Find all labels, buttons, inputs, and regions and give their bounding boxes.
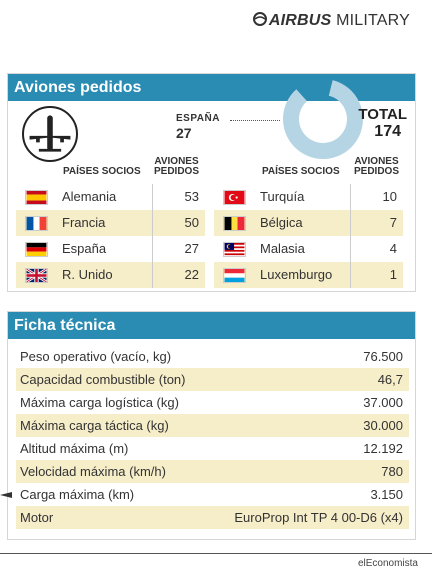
column-divider [152, 236, 153, 262]
spec-label: Velocidad máxima (km/h) [20, 464, 166, 479]
spec-row: Capacidad combustible (ton) 46,7 [16, 368, 409, 391]
source-credit: elEconomista [357, 558, 418, 569]
table-row: Alemania 53 [16, 184, 205, 210]
spain-value: 27 [176, 125, 192, 141]
spec-label: Máxima carga táctica (kg) [20, 418, 169, 433]
orders-value: 27 [184, 241, 199, 256]
specs-panel: Ficha técnica Peso operativo (vacío, kg)… [7, 311, 416, 540]
orders-donut-chart [283, 79, 363, 159]
col-header-orders-left: AVIONES PEDIDOS [154, 157, 199, 177]
total-value: 174 [374, 123, 401, 140]
column-divider [350, 184, 351, 210]
spec-row: Velocidad máxima (km/h) 780 [16, 460, 409, 483]
country-name: Francia [62, 215, 106, 230]
spec-row: Carga máxima (km) 3.150 [16, 483, 409, 506]
airbus-logo-icon [252, 12, 267, 26]
aircraft-icon [22, 106, 78, 162]
orders-value: 7 [389, 215, 397, 230]
column-divider [152, 184, 153, 210]
spec-row: Peso operativo (vacío, kg) 76.500 [16, 345, 409, 368]
column-divider [350, 236, 351, 262]
country-name: Alemania [62, 189, 117, 204]
spec-label: Altitud máxima (m) [20, 441, 129, 456]
uk-flag-icon [25, 268, 48, 283]
malaysia-flag-icon [223, 242, 246, 257]
table-row: España 27 [16, 236, 205, 262]
spec-value: 76.500 [363, 349, 403, 364]
spec-row: Máxima carga logística (kg) 37.000 [16, 391, 409, 414]
spain-flag-icon [25, 190, 48, 205]
spec-label: Motor [20, 510, 54, 525]
spec-value: 780 [381, 464, 403, 479]
column-divider [152, 210, 153, 236]
luxembourg-flag-icon [223, 268, 246, 283]
spec-label: Máxima carga logística (kg) [20, 395, 179, 410]
spec-value: EuroProp Int TP 4 00-D6 (x4) [234, 510, 403, 525]
col-header-country-left: PAÍSES SOCIOS [63, 166, 141, 177]
country-name: Malasia [260, 241, 305, 256]
col-header-orders-left-line1: AVIONES [154, 156, 199, 167]
spec-value: 3.150 [370, 487, 403, 502]
leader-line [230, 120, 280, 121]
col-header-orders-right-line2: PEDIDOS [354, 166, 400, 177]
column-divider [350, 262, 351, 288]
country-name: Turquía [260, 189, 305, 204]
spec-value: 12.192 [363, 441, 403, 456]
table-row: Malasia 4 [214, 236, 403, 262]
airbus-military-logo: AIRBUS MILITARY [252, 12, 410, 30]
spec-value: 46,7 [377, 372, 403, 387]
column-divider [152, 262, 153, 288]
country-name: Bélgica [260, 215, 303, 230]
donut-slice-rest [283, 80, 363, 159]
spec-label: Carga máxima (km) [20, 487, 135, 502]
spec-value: 30.000 [363, 418, 403, 433]
spec-row: Máxima carga táctica (kg) 30.000 [16, 414, 409, 437]
turkey-flag-icon [223, 190, 246, 205]
logo-bold: AIRBUS [268, 12, 332, 29]
specs-title: Ficha técnica [8, 312, 415, 339]
country-name: Luxemburgo [260, 267, 333, 282]
orders-value: 1 [389, 267, 397, 282]
arrow-icon [0, 492, 12, 498]
col-header-orders-right-line1: AVIONES [354, 156, 399, 167]
orders-panel: Aviones pedidos ESPAÑA 27 TOTAL 174 PAÍS… [7, 73, 416, 292]
table-row: Turquía 10 [214, 184, 403, 210]
orders-value: 22 [184, 267, 199, 282]
spec-value: 37.000 [363, 395, 403, 410]
orders-value: 4 [389, 241, 397, 256]
country-name: España [62, 241, 107, 256]
table-row: Luxemburgo 1 [214, 262, 403, 288]
table-row: R. Unido 22 [16, 262, 205, 288]
bottom-divider [0, 553, 432, 554]
column-divider [350, 210, 351, 236]
france-flag-icon [25, 216, 48, 231]
total-label: TOTAL [358, 106, 407, 123]
spec-row: Altitud máxima (m) 12.192 [16, 437, 409, 460]
logo-rest: MILITARY [331, 12, 410, 29]
col-header-country-right: PAÍSES SOCIOS [262, 166, 340, 177]
spec-row: Motor EuroProp Int TP 4 00-D6 (x4) [16, 506, 409, 529]
donut-slice-spain [296, 79, 333, 102]
country-name: R. Unido [62, 267, 113, 282]
spain-label: ESPAÑA [176, 113, 220, 124]
spec-label: Peso operativo (vacío, kg) [20, 349, 172, 364]
orders-value: 50 [184, 215, 199, 230]
orders-value: 10 [382, 189, 397, 204]
col-header-orders-right: AVIONES PEDIDOS [354, 157, 399, 177]
germany-flag-icon [25, 242, 48, 257]
belgium-flag-icon [223, 216, 246, 231]
orders-value: 53 [184, 189, 199, 204]
table-row: Bélgica 7 [214, 210, 403, 236]
col-header-orders-left-line2: PEDIDOS [154, 166, 200, 177]
spec-label: Capacidad combustible (ton) [20, 372, 186, 387]
table-row: Francia 50 [16, 210, 205, 236]
